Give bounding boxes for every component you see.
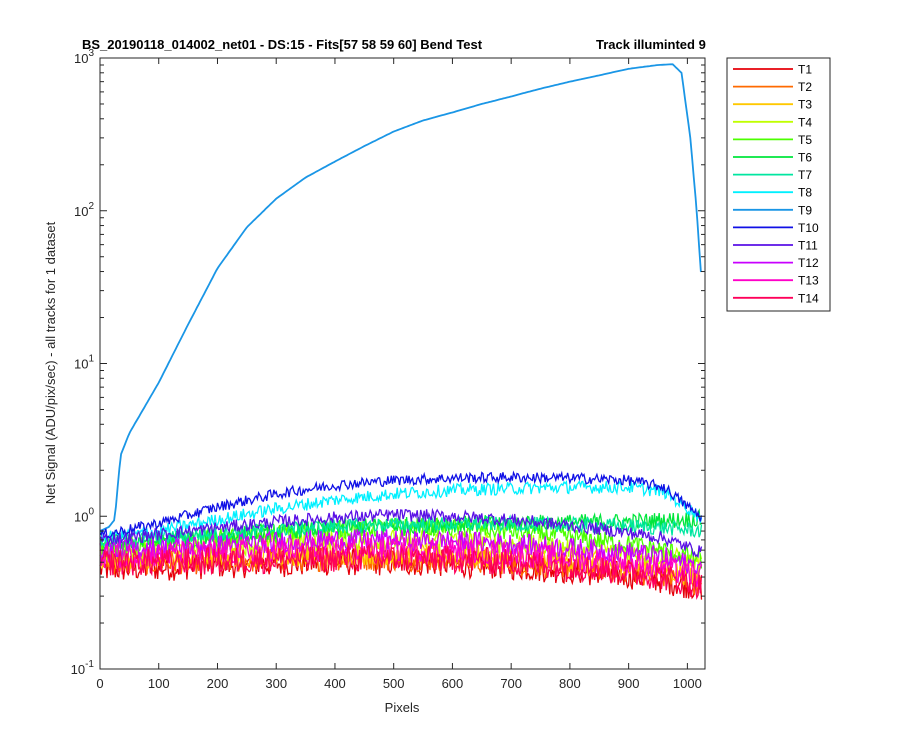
chart-title-group: BS_20190118_014002_net01 - DS:15 - Fits[… [82,37,706,52]
series-line-t14 [99,543,703,600]
x-tick-label: 900 [618,676,640,691]
x-tick-label: 400 [324,676,346,691]
legend-label-t1: T1 [798,63,812,77]
legend-label-t13: T13 [798,274,819,288]
legend-label-t9: T9 [798,203,812,217]
legend-label-t5: T5 [798,133,812,147]
legend-label-t10: T10 [798,221,819,235]
chart-title-right: Track illuminted 9 [596,37,706,52]
legend-label-t3: T3 [798,98,812,112]
x-axis-label: Pixels [385,700,420,715]
legend-label-t12: T12 [798,256,819,270]
legend-label-t14: T14 [798,291,819,305]
x-tick-label: 200 [207,676,229,691]
legend-label-t4: T4 [798,115,812,129]
series-line-t10 [99,470,703,541]
y-tick-label: 100 [74,506,94,524]
y-axis-label: Net Signal (ADU/pix/sec) - all tracks fo… [43,221,58,504]
y-tick-label: 103 [74,48,94,66]
x-tick-label: 300 [265,676,287,691]
legend-label-t2: T2 [798,80,812,94]
x-tick-label: 600 [442,676,464,691]
legend-label-t11: T11 [798,239,818,253]
legend: T1 T2 T3 T4 T5 T6 T7 T8 T9 T10 T11 T12 T13 T14 [726,57,831,312]
chart-title: BS_20190118_014002_net01 - DS:15 - Fits[… [82,37,483,52]
x-tick-label: 0 [96,676,103,691]
y-tick-label: 101 [74,354,94,372]
x-tick-label: 800 [559,676,581,691]
legend-label-t7: T7 [798,168,812,182]
y-tick-label: 102 [74,201,94,219]
legend-box [726,57,831,312]
x-tick-label: 700 [500,676,522,691]
legend-items: T1 T2 T3 T4 T5 T6 T7 T8 T9 T10 T11 T12 T13 T14 [733,63,819,305]
legend-label-t6: T6 [798,151,812,165]
y-tick-label: 10-1 [71,659,95,677]
axis-ticks: 0 100 200 300 400 500 600 700 800 900 1000 10-1 100 1… [71,48,705,691]
legend-label-t8: T8 [798,186,812,200]
x-tick-label: 1000 [673,676,702,691]
x-tick-label: 100 [148,676,170,691]
series-line-t11 [100,507,703,559]
x-tick-label: 500 [383,676,405,691]
series-line-t7 [99,514,703,548]
series-line-t9 [99,63,702,532]
series-line-t12 [99,528,703,577]
series-line-t13 [99,535,703,588]
series-layer [99,63,703,600]
